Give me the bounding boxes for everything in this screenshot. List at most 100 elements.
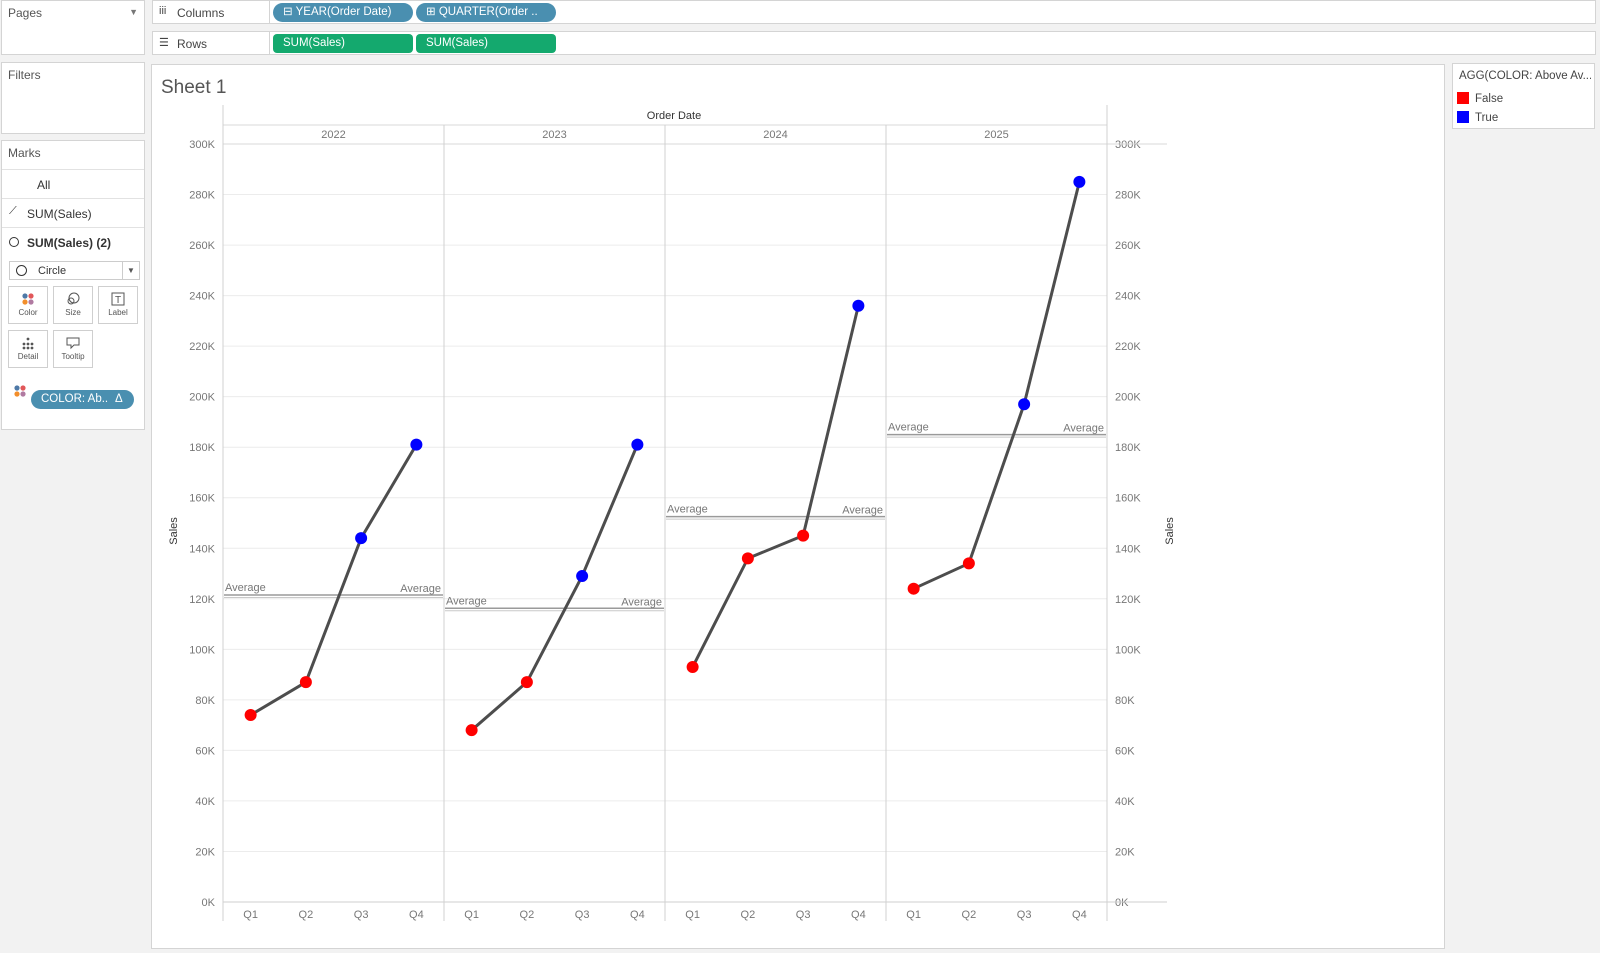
detail-icon: [9, 336, 47, 352]
label-button[interactable]: T Label: [98, 286, 138, 324]
y-tick-label-right: 280K: [1115, 190, 1141, 202]
filters-card[interactable]: Filters: [1, 62, 145, 134]
data-point-2023-q4: [631, 438, 644, 451]
sales-line-2024: [691, 305, 860, 668]
row-pill-sum-sales[interactable]: SUM(Sales): [273, 34, 413, 53]
delta-icon: Δ: [115, 393, 123, 405]
legend-item-false[interactable]: False: [1457, 92, 1503, 105]
y-tick-label-right: 160K: [1115, 493, 1141, 505]
sales-line-2022: [249, 443, 418, 717]
data-point-2022-q4: [410, 438, 423, 451]
data-point-2023-q3: [576, 570, 589, 583]
rows-icon: ☰: [159, 37, 169, 49]
data-point-2023-q2: [520, 676, 533, 689]
y-tick-label-left: 100K: [189, 644, 215, 656]
x-tick-label-q2: Q2: [520, 909, 535, 921]
legend-item-true[interactable]: True: [1457, 111, 1498, 124]
y-tick-label-right: 120K: [1115, 594, 1141, 606]
data-point-2025-q3: [1018, 398, 1031, 411]
circle-icon: [16, 265, 27, 276]
x-tick-label-q1: Q1: [906, 909, 921, 921]
size-button[interactable]: Size: [53, 286, 93, 324]
filters-title: Filters: [8, 68, 41, 82]
y-tick-label-left: 200K: [189, 392, 215, 404]
data-point-2022-q1: [244, 709, 257, 722]
marks-title: Marks: [8, 146, 41, 160]
rows-shelf[interactable]: ☰ Rows SUM(Sales) SUM(Sales): [152, 31, 1596, 55]
y-tick-label-right: 0K: [1115, 897, 1129, 909]
color-field-pill[interactable]: COLOR: Ab.. Δ: [31, 390, 134, 409]
y-tick-label-right: 40K: [1115, 796, 1135, 808]
worksheet-view: Sheet 1 Order Date Sales Sales 0K 0K 20K 20…: [151, 64, 1445, 949]
detail-button[interactable]: Detail: [8, 330, 48, 368]
tooltip-icon: [54, 336, 92, 352]
columns-shelf[interactable]: iii Columns ⊟ YEAR(Order Date) ⊞ QUARTER…: [152, 0, 1596, 24]
color-dots-icon: [13, 384, 27, 403]
pages-title: Pages: [8, 6, 43, 20]
legend-swatch-blue: [1457, 111, 1469, 123]
y-tick-label-left: 80K: [195, 695, 215, 707]
pill-label: SUM(Sales): [426, 37, 488, 49]
y-tick-label-right: 200K: [1115, 392, 1141, 404]
data-point-2024-q4: [852, 299, 865, 312]
marks-tab-sum-sales[interactable]: ⟋ SUM(Sales): [2, 198, 144, 228]
sales-chart: Sheet 1 Order Date Sales Sales 0K 0K 20K 20…: [161, 77, 1176, 921]
x-tick-label-q1: Q1: [243, 909, 258, 921]
mark-type-label: Circle: [38, 265, 67, 277]
y-tick-label-left: 140K: [189, 543, 215, 555]
row-pill-sum-sales-2[interactable]: SUM(Sales): [416, 34, 556, 53]
color-legend[interactable]: AGG(COLOR: Above Av... False True: [1452, 63, 1595, 129]
expand-icon: ⊞: [426, 6, 436, 18]
sheet-title: Sheet 1: [161, 77, 227, 98]
y-tick-label-left: 20K: [195, 846, 215, 858]
average-label: Average: [621, 596, 662, 608]
pages-card[interactable]: Pages ▼: [1, 0, 145, 55]
color-button[interactable]: Color: [8, 286, 48, 324]
legend-title: AGG(COLOR: Above Av...: [1459, 70, 1591, 82]
color-pill-label: COLOR: Ab..: [41, 393, 109, 405]
x-tick-label-q2: Q2: [741, 909, 756, 921]
column-pill-quarter[interactable]: ⊞ QUARTER(Order ..: [416, 3, 556, 22]
x-tick-label-q3: Q3: [1017, 909, 1032, 921]
marks-tab-sum-sales-2[interactable]: SUM(Sales) (2): [2, 227, 144, 257]
x-tick-label-q3: Q3: [575, 909, 590, 921]
data-point-2025-q1: [907, 582, 920, 595]
y-tick-label-right: 140K: [1115, 543, 1141, 555]
x-tick-label-q4: Q4: [630, 909, 645, 921]
column-pill-year[interactable]: ⊟ YEAR(Order Date): [273, 3, 413, 22]
y-tick-label-left: 160K: [189, 493, 215, 505]
chevron-down-icon: ▼: [122, 262, 139, 279]
x-tick-label-q4: Q4: [409, 909, 424, 921]
y-axis-title-right: Sales: [1164, 517, 1176, 545]
legend-swatch-red: [1457, 92, 1469, 104]
data-point-2022-q2: [299, 676, 312, 689]
year-header-2025: 2025: [984, 129, 1008, 141]
rows-label: Rows: [177, 37, 208, 51]
y-tick-label-right: 300K: [1115, 139, 1141, 151]
columns-label: Columns: [177, 6, 225, 20]
x-tick-label-q1: Q1: [464, 909, 479, 921]
tooltip-button[interactable]: Tooltip: [53, 330, 93, 368]
column-header-title: Order Date: [647, 110, 701, 122]
size-button-label: Size: [65, 308, 81, 317]
chevron-down-icon[interactable]: ▼: [129, 7, 138, 17]
detail-button-label: Detail: [17, 352, 39, 361]
data-point-2024-q2: [741, 552, 754, 565]
data-point-2022-q3: [355, 532, 368, 545]
y-tick-label-right: 220K: [1115, 341, 1141, 353]
legend-label: False: [1475, 93, 1504, 105]
data-point-2023-q1: [465, 724, 478, 737]
y-tick-label-left: 280K: [189, 190, 215, 202]
year-header-2023: 2023: [542, 129, 566, 141]
average-label: Average: [842, 505, 883, 517]
tooltip-button-label: Tooltip: [61, 352, 85, 361]
x-tick-label-q3: Q3: [354, 909, 369, 921]
average-label: Average: [446, 595, 487, 607]
marks-all-tab[interactable]: All: [2, 169, 144, 199]
y-tick-label-left: 60K: [195, 745, 215, 757]
mark-type-dropdown[interactable]: Circle ▼: [9, 261, 140, 280]
y-tick-label-left: 220K: [189, 341, 215, 353]
y-tick-label-right: 180K: [1115, 442, 1141, 454]
legend-label: True: [1475, 112, 1499, 124]
circle-mark-icon: [9, 237, 19, 247]
